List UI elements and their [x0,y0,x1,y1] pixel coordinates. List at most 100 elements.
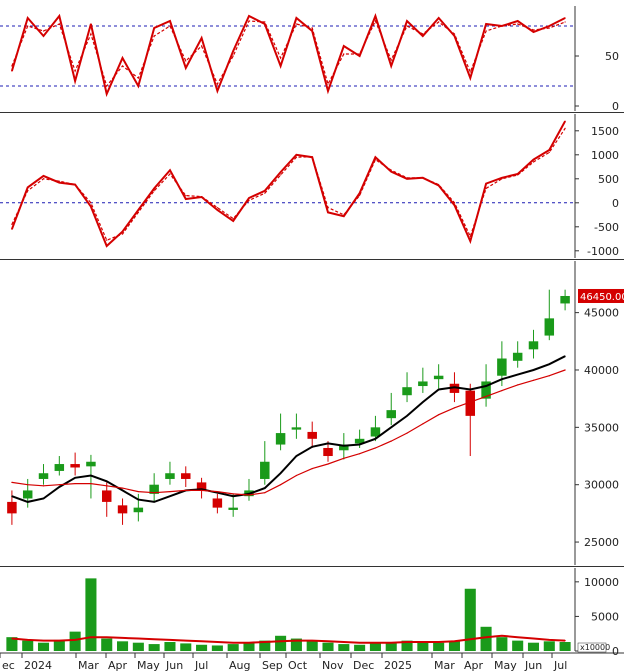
series-point [169,25,171,27]
series-point [438,183,440,186]
series-point [279,171,282,173]
series-point [169,173,171,175]
series-point [501,378,503,380]
series-point [121,65,124,67]
y-tick-label: 1500 [591,125,619,138]
series-point [438,641,440,643]
series-point [532,159,535,161]
series-point [327,442,329,444]
series-point [58,15,60,17]
series-point [216,490,218,493]
volume-bar [322,642,334,651]
series-point [216,83,218,85]
volume-bar [448,640,460,651]
x-tick-label: Apr [464,659,484,672]
series-point [11,228,13,230]
series-point [532,637,535,640]
series-point [311,640,313,642]
series-point [27,186,29,189]
series-point [11,637,13,640]
volume-bar [401,640,413,651]
volume-bar [496,637,508,651]
series-point [374,20,377,22]
series-point [438,414,440,416]
series-point [532,161,535,163]
series-point [548,363,550,365]
candle-body [38,473,49,479]
series-point [11,481,13,484]
volume-bar [527,642,540,651]
series-point [169,639,171,641]
x-tick-label: Apr [108,659,128,672]
series-point [153,501,155,503]
series-point [406,432,408,434]
series-point [90,23,92,25]
series-point [311,446,313,448]
series-point [42,497,45,500]
series-point [200,488,203,490]
series-point [485,395,487,397]
volume-bar [37,642,50,651]
series-point [264,190,266,192]
series-point [248,642,250,644]
series-point [42,30,45,32]
series-point [359,443,361,446]
y-tick-label: 45000 [584,307,619,320]
series-point [200,37,203,39]
series-point [137,499,139,501]
candle-body [117,505,128,514]
series-point [11,223,13,225]
series-point [137,211,139,213]
candle-body [260,461,270,479]
volume-bar [290,638,302,651]
series-point [501,390,503,392]
series-point [532,29,535,31]
x-tick-label: 2024 [24,659,52,672]
series-point [343,215,345,217]
series-point [169,495,171,497]
series-point [390,440,392,442]
series-point [264,23,266,25]
series-point [200,45,203,47]
series-line-1 [11,19,566,88]
x-tick-label: May [494,659,517,672]
series-point [295,640,298,642]
series-point [343,53,345,55]
candle-body [386,410,396,419]
x-tick-label: Mar [434,659,455,672]
series-line-0 [10,13,566,98]
series-point [58,640,60,642]
series-point [264,192,266,194]
x-tick-label: Dec [353,659,374,672]
candle-body [433,375,444,380]
series-point [106,485,108,487]
last-price-label: 46450.00 [580,292,624,303]
series-line-1 [11,128,566,241]
series-point [311,468,313,470]
series-point [58,486,60,488]
series-point [137,637,139,640]
series-point [517,174,519,176]
candle-body [497,358,507,376]
series-point [248,199,250,201]
series-point [343,445,345,447]
series-point [295,154,298,156]
x-tick-label: Oct [288,659,308,672]
volume-bar [117,641,129,651]
series-point [248,20,250,22]
candle-body [402,387,412,396]
series-point [422,33,424,35]
series-point [327,207,329,209]
stochastic-panel: 0 50 [0,13,619,113]
series-point [121,233,124,235]
series-point [42,640,45,642]
series-point [548,27,550,29]
candle-body [528,341,539,350]
series-point [548,25,550,27]
series-point [327,463,329,465]
x-tick-label: Mar [78,659,99,672]
series-point [438,21,440,23]
